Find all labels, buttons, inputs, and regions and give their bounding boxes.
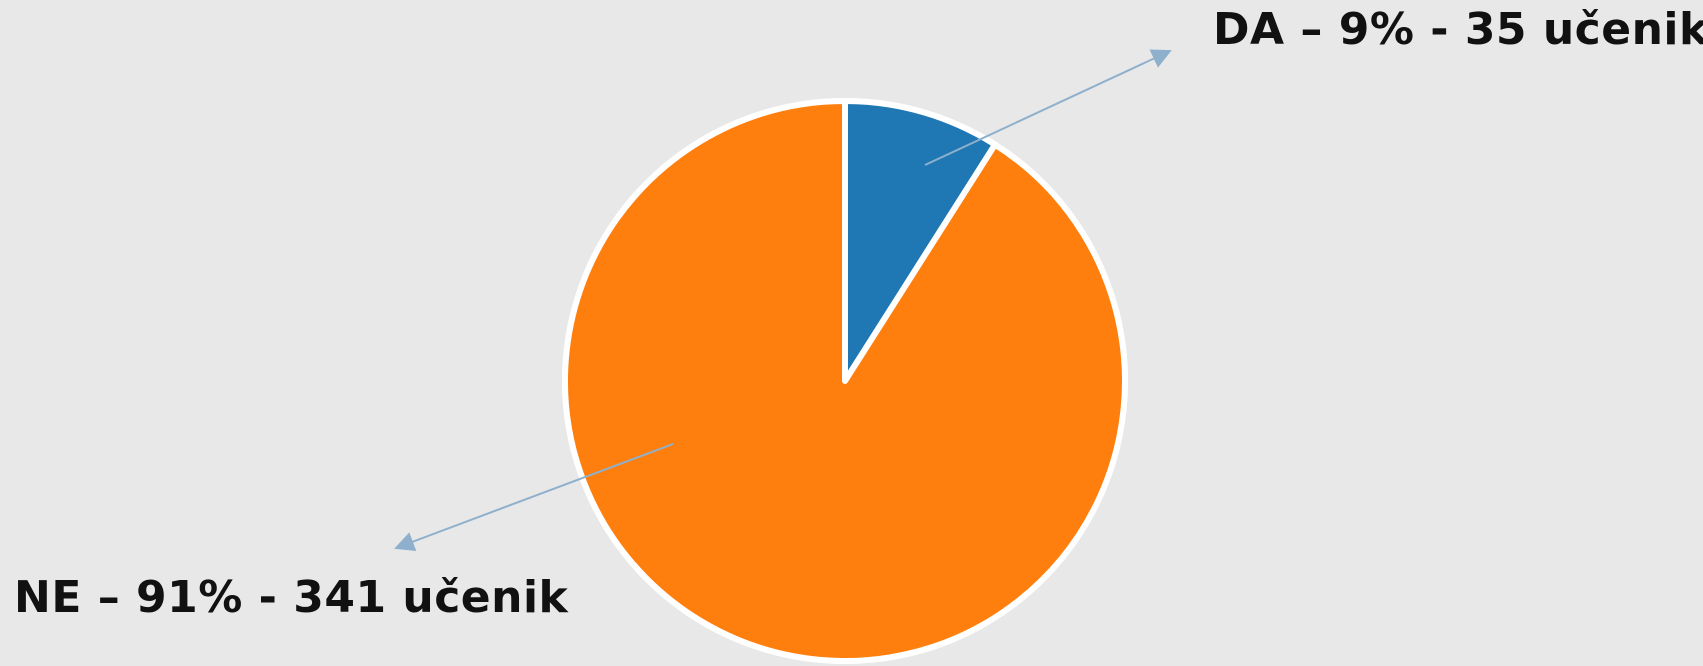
slice-label-da: DA – 9% - 35 učenika	[1213, 4, 1703, 55]
leader-line-ne	[394, 443, 674, 552]
pie-slice-da	[842, 98, 999, 384]
leader-line-da	[924, 49, 1172, 166]
slice-label-ne: NE – 91% - 341 učenik	[14, 572, 569, 623]
pie-slices	[562, 98, 1128, 664]
pie-slice-ne	[562, 98, 1128, 664]
